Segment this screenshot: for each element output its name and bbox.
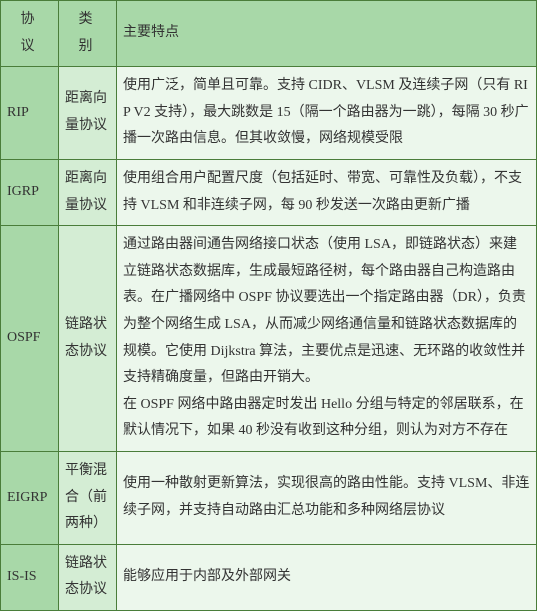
table-row: EIGRP 平衡混合（前两种） 使用一种散射更新算法，实现很高的路由性能。支持 … xyxy=(1,451,537,544)
cell-features: 能够应用于内部及外部网关 xyxy=(117,544,537,610)
table-row: RIP 距离向量协议 使用广泛，简单且可靠。支持 CIDR、VLSM 及连续子网… xyxy=(1,67,537,160)
header-category: 类别 xyxy=(59,1,117,67)
cell-features: 使用广泛，简单且可靠。支持 CIDR、VLSM 及连续子网（只有 RIP V2 … xyxy=(117,67,537,160)
cell-features: 使用一种散射更新算法，实现很高的路由性能。支持 VLSM、非连续子网，并支持自动… xyxy=(117,451,537,544)
cell-protocol: IGRP xyxy=(1,159,59,225)
cell-category: 链路状态协议 xyxy=(59,226,117,452)
cell-features: 通过路由器间通告网络接口状态（使用 LSA，即链路状态）来建立链路状态数据库，生… xyxy=(117,226,537,452)
cell-category: 链路状态协议 xyxy=(59,544,117,610)
table-row: OSPF 链路状态协议 通过路由器间通告网络接口状态（使用 LSA，即链路状态）… xyxy=(1,226,537,452)
header-features: 主要特点 xyxy=(117,1,537,67)
cell-protocol: IS-IS xyxy=(1,544,59,610)
cell-category: 距离向量协议 xyxy=(59,159,117,225)
cell-category: 平衡混合（前两种） xyxy=(59,451,117,544)
table-row: IGRP 距离向量协议 使用组合用户配置尺度（包括延时、带宽、可靠性及负载），不… xyxy=(1,159,537,225)
table-row: IS-IS 链路状态协议 能够应用于内部及外部网关 xyxy=(1,544,537,610)
routing-protocols-table: 协议 类别 主要特点 RIP 距离向量协议 使用广泛，简单且可靠。支持 CIDR… xyxy=(0,0,537,611)
header-protocol: 协议 xyxy=(1,1,59,67)
cell-features: 使用组合用户配置尺度（包括延时、带宽、可靠性及负载），不支持 VLSM 和非连续… xyxy=(117,159,537,225)
table-body: RIP 距离向量协议 使用广泛，简单且可靠。支持 CIDR、VLSM 及连续子网… xyxy=(1,67,537,611)
table-header-row: 协议 类别 主要特点 xyxy=(1,1,537,67)
routing-protocols-table-container: 协议 类别 主要特点 RIP 距离向量协议 使用广泛，简单且可靠。支持 CIDR… xyxy=(0,0,537,611)
cell-protocol: OSPF xyxy=(1,226,59,452)
cell-protocol: EIGRP xyxy=(1,451,59,544)
cell-protocol: RIP xyxy=(1,67,59,160)
cell-category: 距离向量协议 xyxy=(59,67,117,160)
